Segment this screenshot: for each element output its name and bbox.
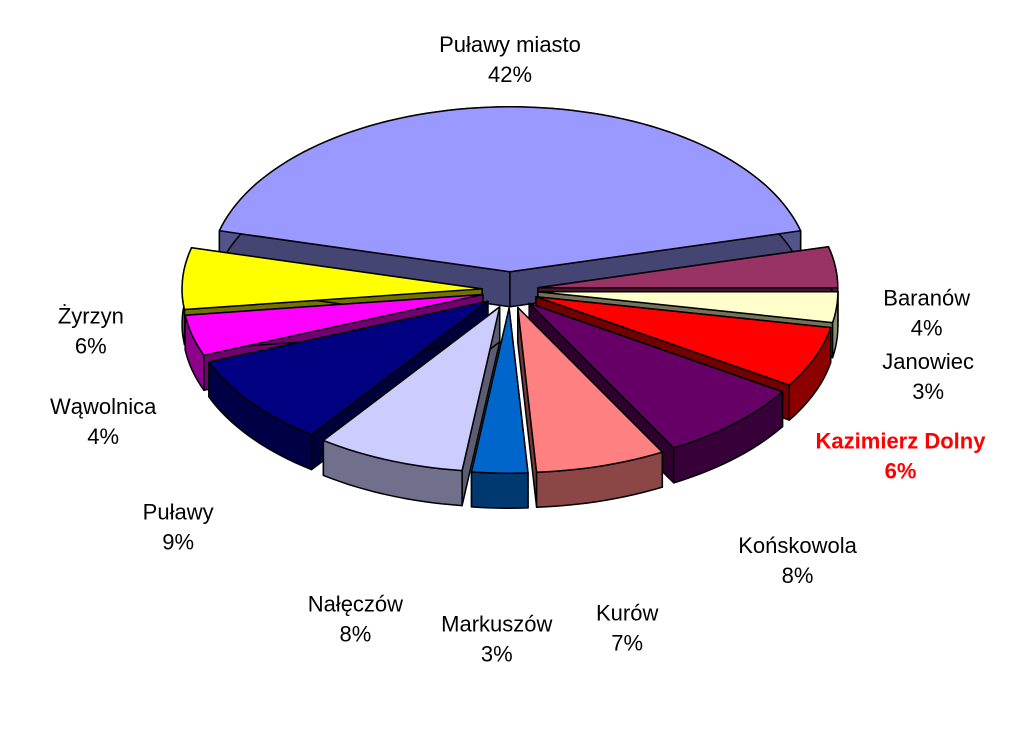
slice-wall [470,471,529,509]
slice-top [528,302,784,449]
slice-value-label: 3% [912,379,944,404]
slice-value-label: 9% [162,530,194,555]
slice-top [537,245,839,289]
slice-label: Baranów [883,285,970,310]
slice-value-label: 8% [782,563,814,588]
slice-value-label: 6% [885,459,917,484]
slice-label: Puławy miasto [439,32,581,57]
slice-label: Żyrzyn [58,304,124,329]
slice-top [322,306,501,472]
slice-top [184,293,484,357]
slice-label: Wąwolnica [50,394,157,419]
slice-value-label: 4% [911,315,943,340]
slice-value-label: 8% [339,621,371,646]
slice-value-label: 4% [87,424,119,449]
slice-top [218,106,802,273]
slice-top [470,307,529,474]
slice [470,307,529,509]
slice-label: Puławy [143,500,214,525]
slice-top [535,295,832,386]
slice-top [181,247,483,311]
slice-value-label: 42% [488,62,532,87]
slice-label: Janowiec [882,349,974,374]
slice-label: Kazimierz Dolny [816,429,987,454]
slice-value-label: 7% [611,630,643,655]
slice-top [537,290,839,324]
slice-label: Kurów [596,600,658,625]
slice-top [517,306,664,473]
slice-top [208,300,489,436]
slice [322,306,501,507]
slice-label: Końskowola [738,533,857,558]
slice-label: Markuszów [441,612,552,637]
slice-label: Nałęczów [308,591,403,616]
slice-value-label: 6% [75,334,107,359]
slice-value-label: 3% [481,642,513,667]
slice [517,306,664,508]
